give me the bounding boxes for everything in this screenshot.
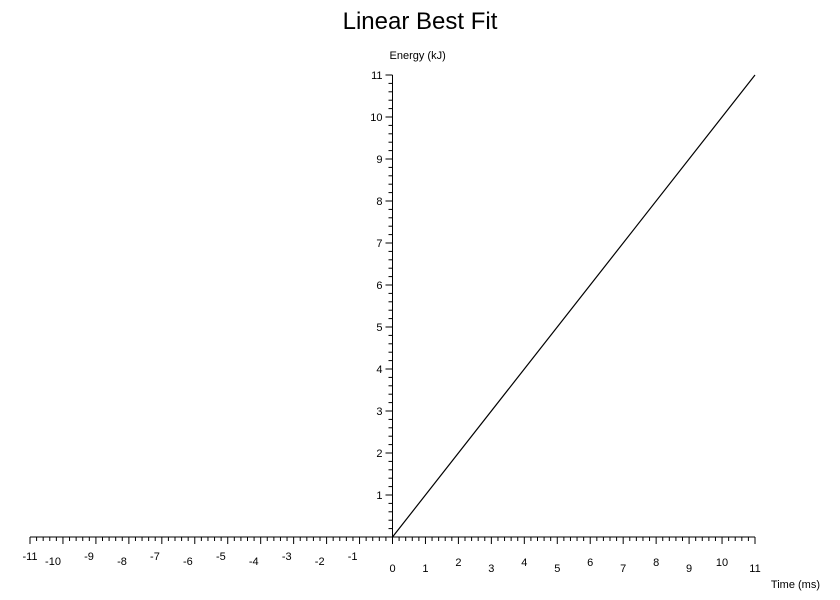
x-tick-label: -9 [84, 551, 94, 563]
x-tick-label: -7 [150, 551, 160, 563]
x-tick-label: 6 [587, 557, 593, 569]
x-tick-label: -3 [282, 551, 292, 563]
x-axis-label: Time (ms) [771, 579, 820, 591]
x-tick-label: 3 [488, 563, 494, 575]
y-tick-label: 11 [371, 70, 382, 82]
x-tick-label: 5 [554, 563, 560, 575]
y-tick-label: 9 [376, 154, 382, 166]
x-tick-label: -10 [45, 556, 61, 568]
x-tick-label: -4 [249, 556, 259, 568]
x-tick-label: 11 [749, 563, 760, 575]
y-tick-label: 10 [370, 112, 382, 124]
x-tick-label: 7 [620, 563, 626, 575]
x-tick-label: 4 [521, 557, 527, 569]
x-tick-label: 1 [422, 563, 428, 575]
y-tick-label: 4 [376, 364, 382, 376]
y-tick-label: 1 [376, 490, 382, 502]
x-tick-label: -11 [22, 551, 37, 563]
x-tick-label: -6 [183, 556, 193, 568]
x-tick-label: 10 [716, 557, 728, 569]
series-line [392, 74, 756, 538]
x-tick-label: 9 [686, 563, 692, 575]
y-axis-label: Energy (kJ) [390, 50, 446, 62]
y-tick-label: 3 [376, 406, 382, 418]
x-tick-label: -5 [216, 551, 226, 563]
x-tick-label: -1 [348, 551, 358, 563]
x-tick-label: -2 [315, 556, 325, 568]
x-tick-label: 8 [653, 557, 659, 569]
x-tick-label: 2 [455, 557, 461, 569]
x-tick-label: 0 [389, 563, 395, 575]
y-tick-label: 7 [376, 238, 382, 250]
y-tick-label: 8 [376, 196, 382, 208]
y-tick-label: 5 [376, 322, 382, 334]
x-tick-label: -8 [117, 556, 127, 568]
chart-title: Linear Best Fit [342, 8, 498, 35]
y-tick-label: 6 [376, 280, 382, 292]
y-tick-label: 2 [376, 448, 382, 460]
